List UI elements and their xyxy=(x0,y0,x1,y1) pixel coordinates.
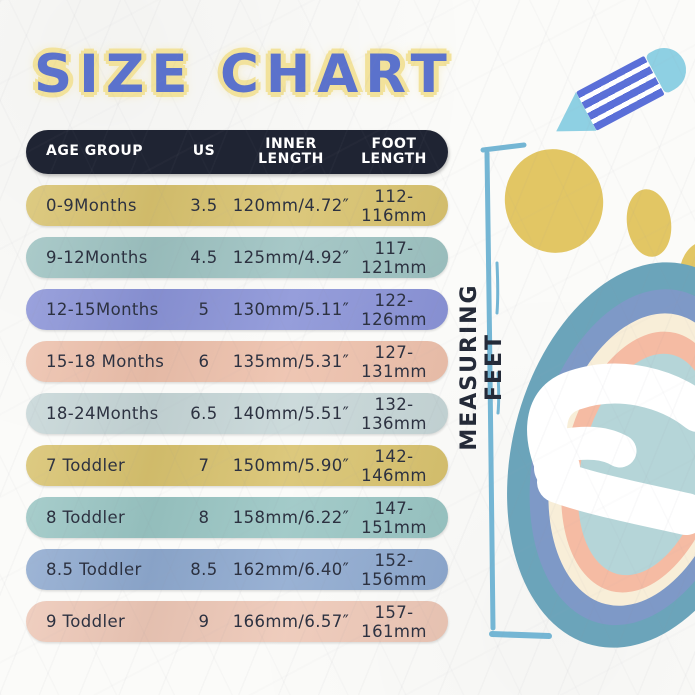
size-table: AGE GROUP US INNER LENGTH FOOT LENGTH 0-… xyxy=(26,130,448,642)
sole-swirl-middle-arm xyxy=(543,426,637,468)
cell-age-group: 18-24Months xyxy=(46,404,159,423)
cell-inner-length: 135mm/5.31″ xyxy=(232,352,350,371)
cell-us-size: 5 xyxy=(198,300,210,319)
sole-ring-2 xyxy=(529,289,695,626)
cell-inner-length: 140mm/5.51″ xyxy=(232,404,350,423)
sole-ring-4 xyxy=(561,331,695,593)
table-row: 7 Toddler 7 150mm/5.90″ 142-146mm xyxy=(26,445,448,486)
pencil-icon xyxy=(544,40,694,147)
small-toe-shape xyxy=(679,241,695,299)
sole-swirl-hub xyxy=(534,445,580,491)
cell-age-group: 8 Toddler xyxy=(46,508,126,527)
table-row: 0-9Months 3.5 120mm/4.72″ 112-116mm xyxy=(26,185,448,226)
table-row: 8 Toddler 8 158mm/6.22″ 147-151mm xyxy=(26,497,448,538)
cell-us-size: 6.5 xyxy=(190,404,218,423)
table-row: 9 Toddler 9 166mm/6.57″ 157-161mm xyxy=(26,601,448,642)
sole-ring-outer xyxy=(507,262,695,648)
middle-toe-shape xyxy=(626,189,672,257)
col-header-us: US xyxy=(192,143,216,160)
cell-us-size: 8.5 xyxy=(190,560,218,579)
sole-rings xyxy=(507,262,695,648)
table-row: 18-24Months 6.5 140mm/5.51″ 132-136mm xyxy=(26,393,448,434)
cell-inner-length: 158mm/6.22″ xyxy=(232,508,350,527)
table-row: 15-18 Months 6 135mm/5.31″ 127-131mm xyxy=(26,341,448,382)
bracket-accent-upper xyxy=(495,261,500,315)
cell-age-group: 12-15Months xyxy=(46,300,159,319)
page-title: SIZE CHART xyxy=(34,44,454,105)
cell-foot-length: 112-116mm xyxy=(361,186,427,225)
sole-swirl xyxy=(527,363,695,535)
cell-inner-length: 130mm/5.11″ xyxy=(232,300,350,319)
sole-ring-inner xyxy=(577,353,695,576)
cell-us-size: 4.5 xyxy=(190,248,218,267)
cell-age-group: 8.5 Toddler xyxy=(46,560,142,579)
cell-us-size: 8 xyxy=(198,508,210,527)
cell-inner-length: 125mm/4.92″ xyxy=(232,248,350,267)
sole-ring-3 xyxy=(548,313,695,606)
big-toe-shape xyxy=(504,149,604,253)
cell-foot-length: 157-161mm xyxy=(361,602,427,641)
col-header-foot-length: FOOT LENGTH xyxy=(361,135,427,167)
cell-us-size: 3.5 xyxy=(190,196,218,215)
cell-age-group: 0-9Months xyxy=(46,196,137,215)
cell-foot-length: 117-121mm xyxy=(361,238,427,277)
table-header-row: AGE GROUP US INNER LENGTH FOOT LENGTH xyxy=(26,130,448,174)
cell-inner-length: 162mm/6.40″ xyxy=(232,560,350,579)
cell-us-size: 7 xyxy=(198,456,210,475)
cell-inner-length: 166mm/6.57″ xyxy=(232,612,350,631)
cell-age-group: 9-12Months xyxy=(46,248,148,267)
measuring-feet-label: MEASURING FEET xyxy=(457,283,507,451)
cell-foot-length: 147-151mm xyxy=(361,498,427,537)
cell-us-size: 9 xyxy=(198,612,210,631)
table-row: 9-12Months 4.5 125mm/4.92″ 117-121mm xyxy=(26,237,448,278)
cell-inner-length: 150mm/5.90″ xyxy=(232,456,350,475)
cell-age-group: 9 Toddler xyxy=(46,612,126,631)
bracket-bottom-tick xyxy=(489,631,552,639)
cell-age-group: 7 Toddler xyxy=(46,456,126,475)
table-row: 8.5 Toddler 8.5 162mm/6.40″ 152-156mm xyxy=(26,549,448,590)
cell-foot-length: 132-136mm xyxy=(361,394,427,433)
cell-age-group: 15-18 Months xyxy=(46,352,165,371)
cell-foot-length: 127-131mm xyxy=(361,342,427,381)
cell-inner-length: 120mm/4.72″ xyxy=(232,196,350,215)
cell-foot-length: 152-156mm xyxy=(361,550,427,589)
cell-foot-length: 142-146mm xyxy=(361,446,427,485)
footprint-illustration xyxy=(504,149,695,648)
col-header-inner-length: INNER LENGTH xyxy=(258,135,324,167)
sole-swirl-bottom-arm xyxy=(537,461,695,535)
sole-swirl-top-arm xyxy=(527,363,695,488)
table-row: 12-15Months 5 130mm/5.11″ 122-126mm xyxy=(26,289,448,330)
cell-us-size: 6 xyxy=(198,352,210,371)
col-header-age-group: AGE GROUP xyxy=(46,143,144,160)
bracket-top-tick xyxy=(480,142,527,153)
cell-foot-length: 122-126mm xyxy=(361,290,427,329)
